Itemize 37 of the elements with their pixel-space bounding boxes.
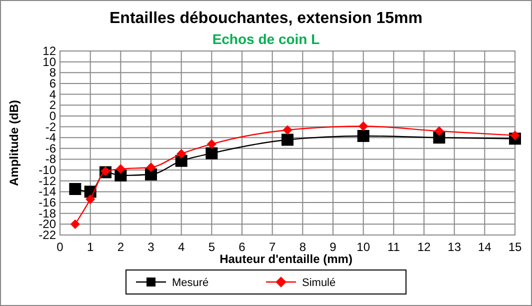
point <box>116 164 126 174</box>
x-tick-label: 5 <box>208 240 216 254</box>
point <box>145 168 157 180</box>
point <box>176 149 186 159</box>
point <box>358 121 368 132</box>
point <box>357 130 370 142</box>
point <box>434 126 444 136</box>
x-tick-label: 13 <box>448 240 462 254</box>
point <box>86 194 96 204</box>
x-tick-label: 10 <box>356 240 370 254</box>
x-tick-label: 15 <box>508 240 522 254</box>
chart-subtitle: Echos de coin L <box>212 31 320 47</box>
x-tick-label: 3 <box>148 240 155 254</box>
point <box>206 139 216 149</box>
point <box>206 147 218 160</box>
x-tick-label: 6 <box>238 240 246 254</box>
x-tick-label: 14 <box>478 240 492 254</box>
x-axis-title: Hauteur d'entaille (mm) <box>220 252 352 266</box>
legend-label: Simulé <box>302 277 336 289</box>
x-tick-label: 8 <box>299 240 306 254</box>
point <box>282 125 292 135</box>
y-axis-title: Amplitude (dB) <box>7 100 21 186</box>
x-tick-label: 12 <box>417 240 431 254</box>
point <box>282 134 294 146</box>
chart-title: Entailles débouchantes, extension 15mm <box>110 10 422 27</box>
legend-label: Mesuré <box>172 277 209 289</box>
x-tick-label: 9 <box>330 240 337 254</box>
point <box>510 130 520 140</box>
point <box>70 219 80 229</box>
x-tick-label: 11 <box>387 240 400 254</box>
point <box>146 162 156 172</box>
point <box>69 183 82 195</box>
point <box>100 166 110 176</box>
x-tick-label: 2 <box>117 240 124 254</box>
x-tick-label: 1 <box>86 240 94 254</box>
x-tick-label: 4 <box>178 240 185 254</box>
x-tick-label: 7 <box>268 240 276 254</box>
